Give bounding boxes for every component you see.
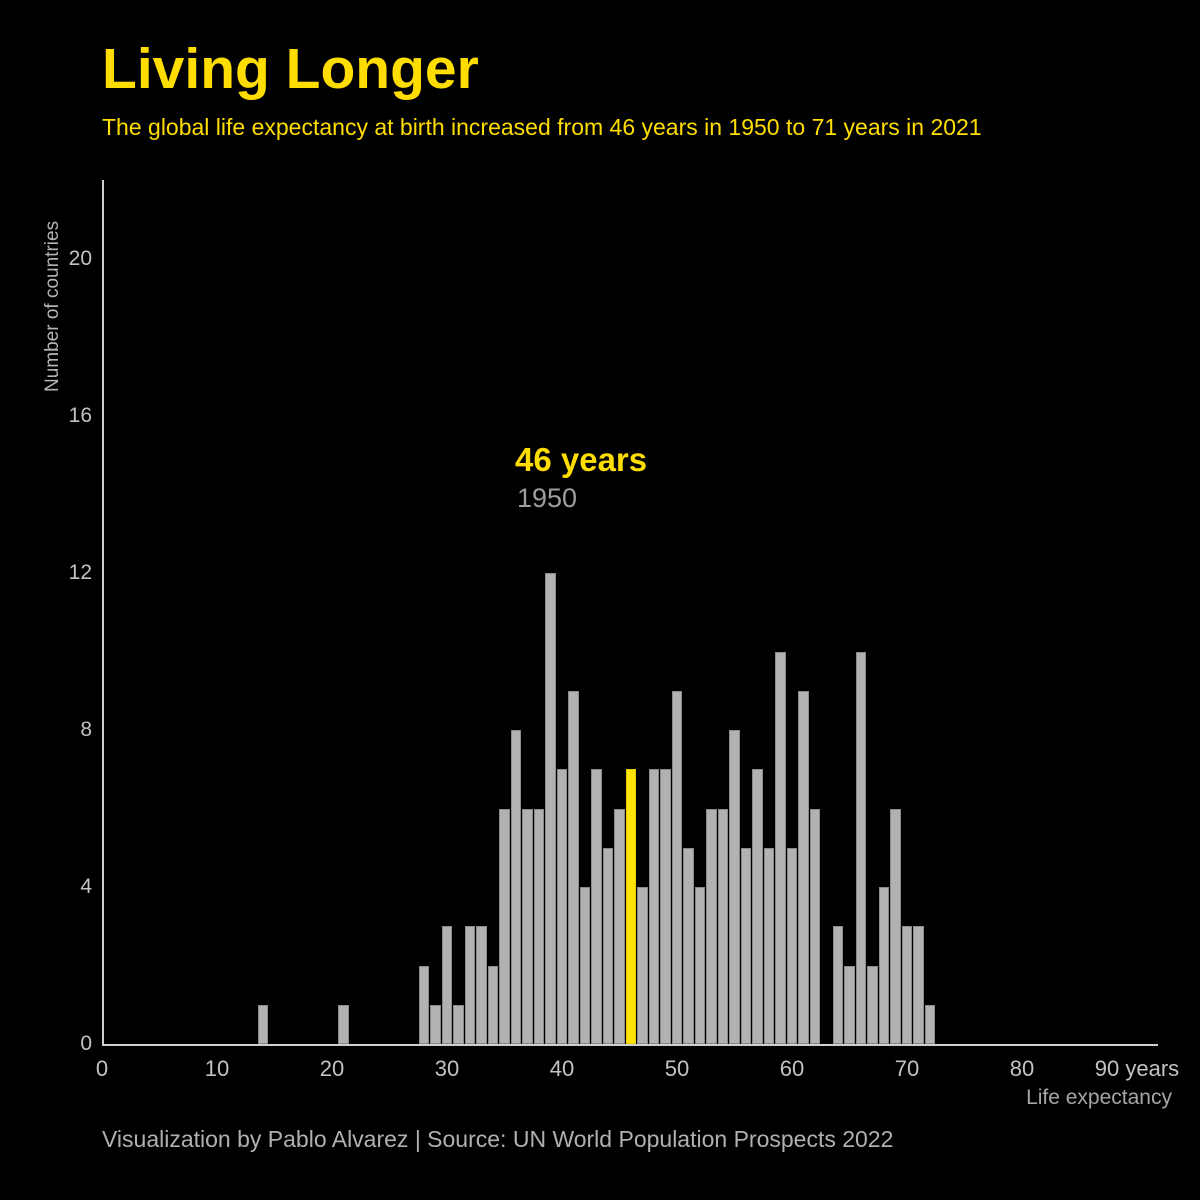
histogram-bar [729,730,740,1044]
x-tick-label: 90 years [1094,1056,1180,1081]
histogram-bar [798,690,809,1044]
histogram-bar [522,808,533,1044]
x-tick-label: 30 [434,1056,460,1081]
histogram-bar [499,808,510,1044]
y-tick-label: 0 [80,1032,92,1055]
y-tick-label: 8 [80,718,92,741]
histogram-bar [844,965,855,1044]
histogram-bar [763,847,775,1044]
histogram-bar [648,769,660,1044]
x-tick-label: 70 [894,1056,920,1081]
histogram-bar [752,769,763,1044]
histogram-bar [717,808,729,1044]
histogram-bar [614,808,625,1044]
histogram-bar [694,887,706,1044]
histogram-bar [533,808,545,1044]
histogram-bar [568,690,579,1044]
histogram-bar [257,1004,269,1044]
y-tick-label: 4 [80,875,92,898]
histogram-bar [579,887,591,1044]
histogram-bar [487,965,499,1044]
attribution: Visualization by Pablo Alvarez | Source:… [102,1126,894,1152]
histogram-bar [775,651,786,1044]
page-title: Living Longer [102,37,479,101]
x-axis-title: Life expectancy [1026,1086,1172,1109]
histogram-bar [913,926,924,1044]
x-tick-label: 10 [204,1056,230,1081]
annotation-value: 46 years [515,441,648,478]
page-subtitle: The global life expectancy at birth incr… [102,114,982,140]
histogram-bar [660,769,671,1044]
histogram-bar [602,847,614,1044]
histogram-bar [671,690,683,1044]
y-tick-label: 20 [68,247,92,270]
histogram-bar [545,573,556,1044]
y-tick-label: 16 [68,404,92,427]
histogram-bar [832,926,844,1044]
histogram-bar [890,808,901,1044]
histogram-bar [809,808,821,1044]
histogram-bar [855,651,867,1044]
histogram-bar [591,769,602,1044]
histogram-bar [786,847,798,1044]
histogram-bar [901,926,913,1044]
histogram-bar [441,926,453,1044]
x-tick-label: 60 [779,1056,805,1081]
histogram-bar [453,1004,464,1044]
histogram-bar [556,769,568,1044]
annotation-year: 1950 [517,483,578,513]
x-tick-label: 20 [319,1056,345,1081]
x-tick-label: 0 [95,1056,109,1081]
histogram-bar [683,847,694,1044]
histogram-bar-highlight [625,769,637,1044]
histogram-bar [338,1004,349,1044]
x-tick-label: 80 [1009,1056,1035,1081]
histogram-bar [740,847,752,1044]
x-axis-line [102,1044,1158,1046]
histogram-bar [464,926,476,1044]
x-tick-label: 40 [549,1056,575,1081]
histogram-bar [430,1004,441,1044]
histogram-bar [924,1004,936,1044]
histogram-bar [878,887,890,1044]
histogram-bar [867,965,878,1044]
y-axis-line [102,180,104,1044]
histogram-bar [510,730,522,1044]
x-tick-label: 50 [664,1056,690,1081]
histogram-bar [706,808,717,1044]
histogram-bar [418,965,430,1044]
histogram-bar [476,926,487,1044]
histogram-bar [637,887,648,1044]
y-tick-label: 12 [68,561,92,584]
